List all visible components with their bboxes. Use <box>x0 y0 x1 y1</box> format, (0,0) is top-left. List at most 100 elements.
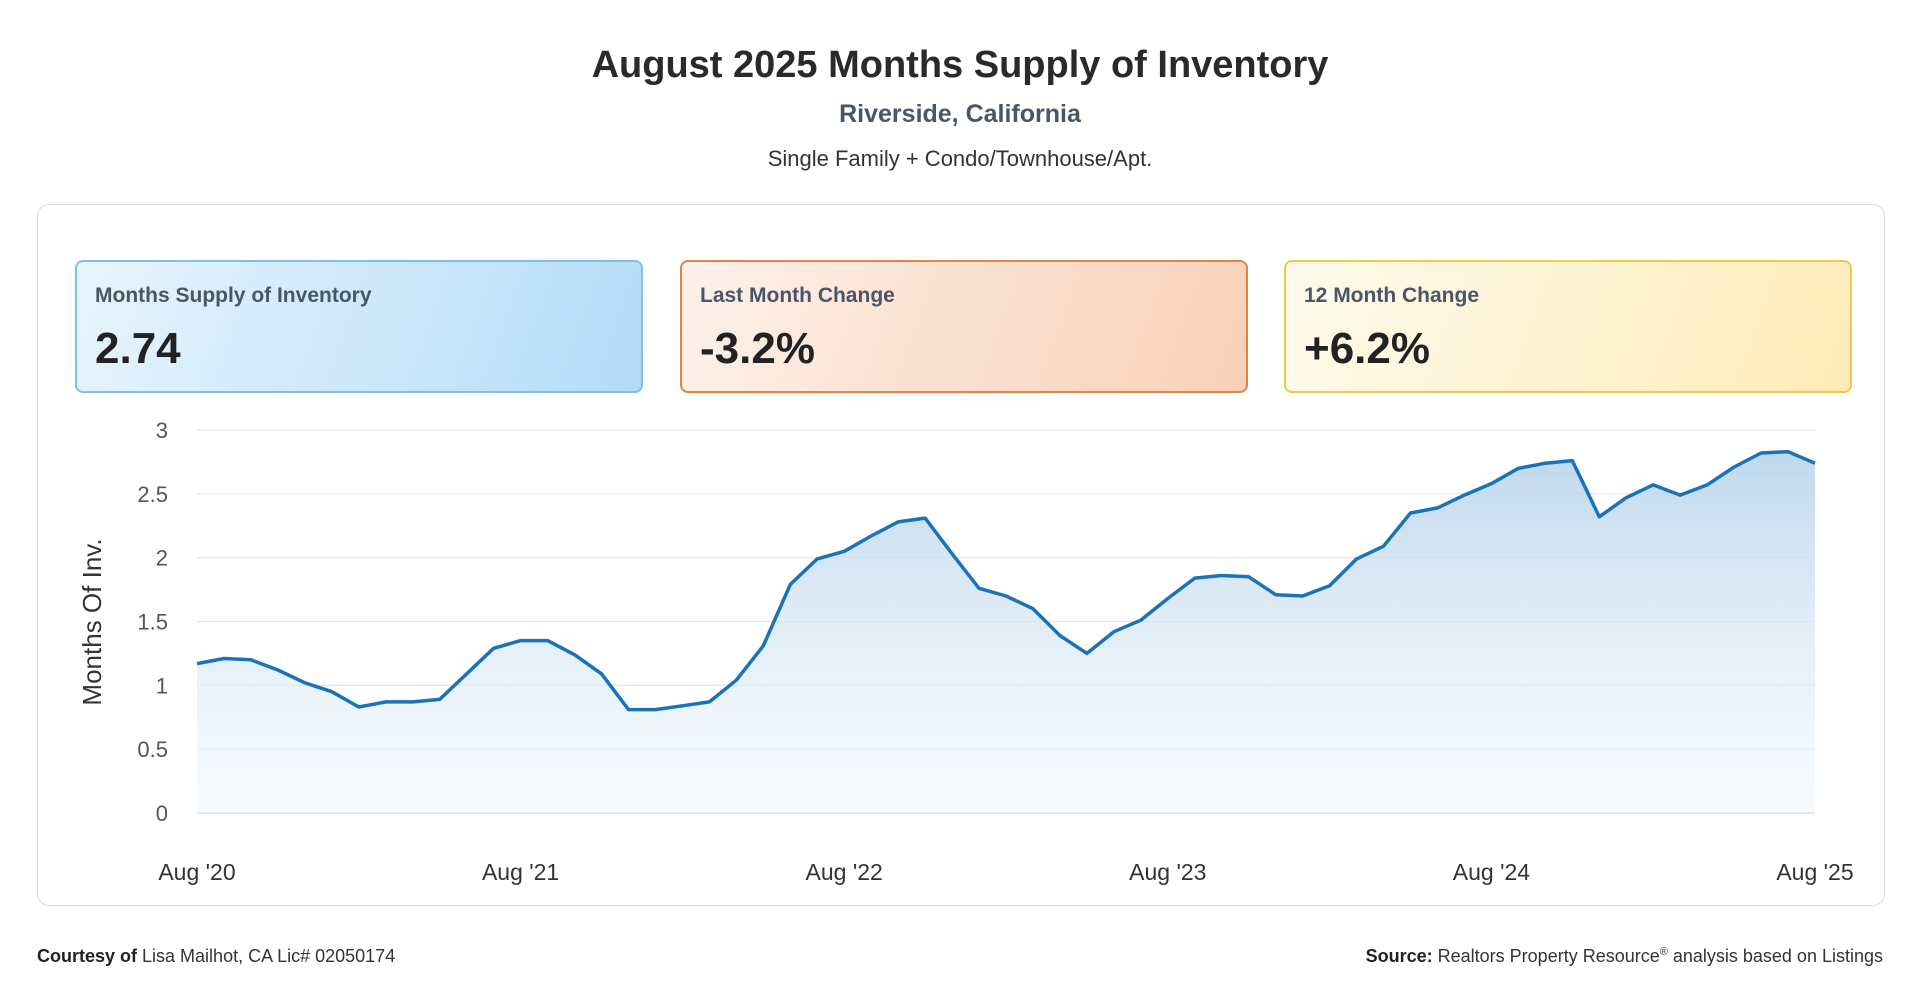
months-supply-card: Months Supply of Inventory 2.74 <box>75 260 643 393</box>
data-point-2024-05 <box>1408 510 1414 516</box>
data-point-2022-07 <box>814 556 820 562</box>
chart-subtitle: Riverside, California <box>839 100 1081 128</box>
x-axis-ticks: Aug '20 Aug '21 Aug '22 Aug '23 Aug '24 Aug '… <box>158 859 1853 885</box>
data-point-2025-06 <box>1758 450 1764 456</box>
data-point-2025-01 <box>1623 495 1629 501</box>
data-point-2023-02 <box>1003 593 1009 599</box>
twelve-month-change-value: +6.2% <box>1304 324 1430 373</box>
data-point-2024-12 <box>1596 514 1602 520</box>
x-tick-label: Aug '25 <box>1776 859 1853 885</box>
data-point-2021-08 <box>518 638 524 644</box>
data-point-2023-01 <box>976 585 982 591</box>
x-tick-label: Aug '23 <box>1129 859 1206 885</box>
data-point-2022-10 <box>895 519 901 525</box>
data-point-2023-04 <box>1057 633 1063 639</box>
data-point-2025-04 <box>1704 482 1710 488</box>
months-supply-value: 2.74 <box>95 324 181 373</box>
source-note: Source: Realtors Property Resource® anal… <box>1366 946 1883 967</box>
data-point-2022-12 <box>949 551 955 557</box>
y-axis-label: Months Of Inv. <box>77 538 107 705</box>
data-point-2023-05 <box>1084 650 1090 656</box>
months-supply-label: Months Supply of Inventory <box>95 284 372 307</box>
twelve-month-change-label: 12 Month Change <box>1304 284 1480 307</box>
data-point-2024-04 <box>1381 543 1387 549</box>
x-tick-label: Aug '22 <box>806 859 883 885</box>
last-month-change-card: Last Month Change -3.2% <box>680 260 1248 393</box>
registered-mark: ® <box>1659 946 1668 958</box>
data-point-2021-05 <box>437 696 443 702</box>
data-point-2022-11 <box>922 515 928 521</box>
courtesy-text: Lisa Mailhot, CA Lic# 02050174 <box>142 946 396 966</box>
data-point-2022-03 <box>706 699 712 705</box>
data-point-2024-07 <box>1461 492 1467 498</box>
data-point-2023-10 <box>1219 573 1225 579</box>
data-point-2021-06 <box>464 671 470 677</box>
source-text: Realtors Property Resource <box>1437 946 1660 966</box>
data-point-2021-02 <box>356 704 362 710</box>
data-point-2020-10 <box>248 657 254 663</box>
data-point-2020-08 <box>194 661 200 667</box>
data-point-2024-10 <box>1542 460 1548 466</box>
data-point-2023-09 <box>1192 575 1198 581</box>
data-point-2025-05 <box>1731 464 1737 470</box>
data-point-2021-07 <box>491 645 497 651</box>
courtesy-label: Courtesy of <box>37 946 138 966</box>
x-tick-label: Aug '24 <box>1453 859 1530 885</box>
data-point-2021-12 <box>625 707 631 713</box>
data-point-2023-06 <box>1111 629 1117 635</box>
y-tick-label: 0.5 <box>137 737 168 762</box>
data-point-2022-02 <box>679 703 685 709</box>
data-point-2025-07 <box>1785 449 1791 455</box>
data-point-2021-11 <box>599 671 605 677</box>
data-point-2022-08 <box>841 548 847 554</box>
data-point-2025-03 <box>1677 492 1683 498</box>
data-point-2024-08 <box>1488 481 1494 487</box>
courtesy-note: Courtesy of Lisa Mailhot, CA Lic# 020501… <box>37 946 395 967</box>
data-point-2022-05 <box>760 643 766 649</box>
data-point-2021-01 <box>329 689 335 695</box>
data-point-2022-09 <box>868 533 874 539</box>
data-point-2025-08 <box>1812 460 1818 466</box>
y-tick-label: 2.5 <box>137 482 168 507</box>
data-point-2024-06 <box>1434 505 1440 511</box>
data-point-2023-11 <box>1246 574 1252 580</box>
data-point-2022-01 <box>652 707 658 713</box>
y-axis-ticks: 0 0.5 1 1.5 2 2.5 3 <box>137 418 168 826</box>
x-tick-label: Aug '20 <box>158 859 235 885</box>
series-line <box>196 449 1816 712</box>
twelve-month-change-card: 12 Month Change +6.2% <box>1284 260 1852 393</box>
data-point-2024-02 <box>1327 583 1333 589</box>
series-area <box>197 451 1815 813</box>
data-point-2025-02 <box>1650 482 1656 488</box>
source-label: Source: <box>1365 946 1433 966</box>
property-types: Single Family + Condo/Townhouse/Apt. <box>767 146 1153 171</box>
data-point-2023-03 <box>1030 606 1036 612</box>
data-point-2023-08 <box>1165 596 1171 602</box>
data-point-2020-09 <box>221 656 227 662</box>
y-tick-label: 0 <box>156 801 168 826</box>
y-tick-label: 3 <box>156 418 168 443</box>
chart-title: August 2025 Months Supply of Inventory <box>591 44 1329 86</box>
y-tick-label: 2 <box>156 546 168 571</box>
data-point-2021-03 <box>383 699 389 705</box>
data-point-2024-01 <box>1300 593 1306 599</box>
data-point-2021-10 <box>572 652 578 658</box>
last-month-change-label: Last Month Change <box>700 284 895 307</box>
x-tick-label: Aug '21 <box>482 859 559 885</box>
data-point-2020-11 <box>275 667 281 673</box>
data-point-2021-04 <box>410 699 416 705</box>
data-point-2024-03 <box>1354 556 1360 562</box>
y-tick-label: 1.5 <box>137 610 168 635</box>
data-point-2022-06 <box>787 581 793 587</box>
data-point-2024-09 <box>1515 465 1521 471</box>
source-suffix: analysis based on Listings <box>1672 946 1883 966</box>
data-point-2024-11 <box>1569 458 1575 464</box>
data-point-2022-04 <box>733 677 739 683</box>
data-point-2021-09 <box>545 638 551 644</box>
data-point-2023-12 <box>1273 592 1279 598</box>
data-point-2023-07 <box>1138 617 1144 623</box>
last-month-change-value: -3.2% <box>700 324 815 373</box>
data-point-2020-12 <box>302 680 308 686</box>
y-tick-label: 1 <box>156 673 168 698</box>
